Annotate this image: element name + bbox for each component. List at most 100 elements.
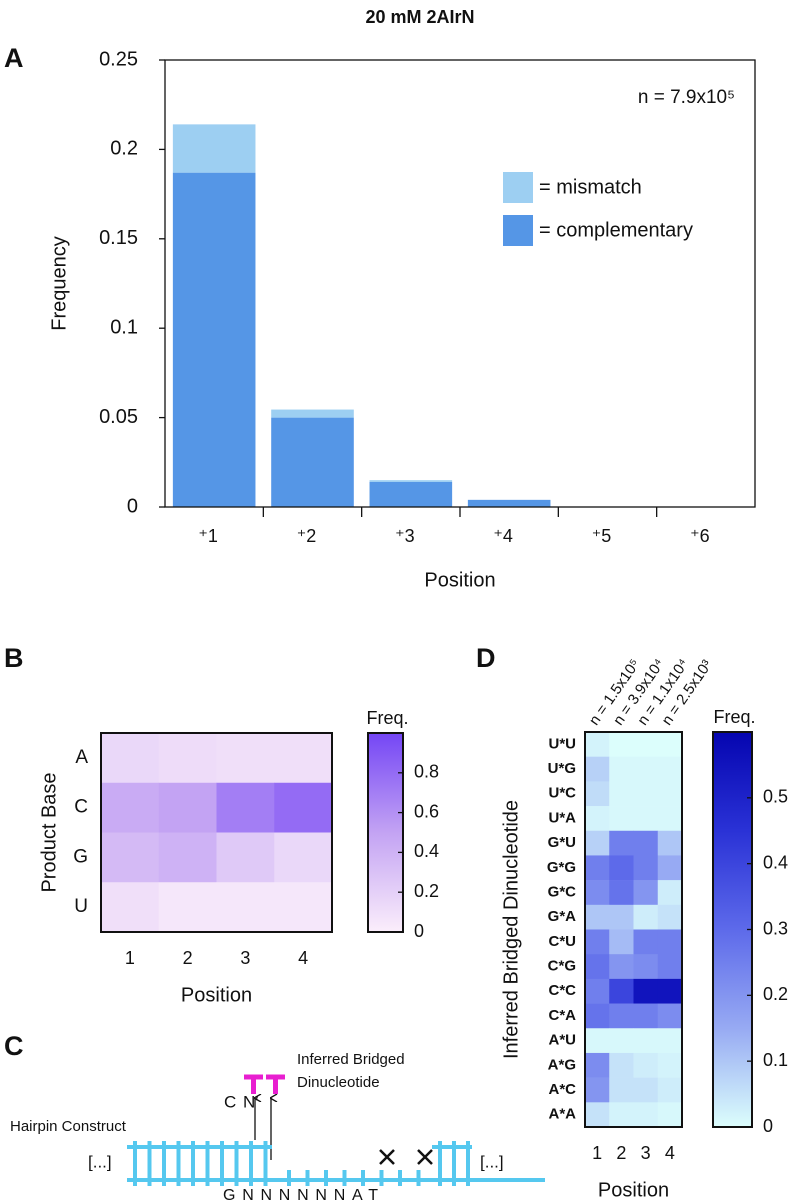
sequence: GNNNNNNAT: [223, 1187, 378, 1204]
base-label: C: [224, 1092, 236, 1111]
heatmap-cell: [657, 732, 683, 757]
heatmap-cell: [633, 756, 659, 782]
heatmap-cell: [609, 904, 634, 930]
heatmap-cell: [633, 880, 659, 906]
colorbar-tick-label: 0: [763, 1116, 773, 1136]
row-label: U*C: [548, 785, 576, 802]
row-label: G*G: [547, 859, 576, 876]
heatmap-cell: [216, 832, 275, 883]
row-label: G*A: [548, 908, 577, 925]
x-tick-label: 2: [183, 948, 193, 968]
heatmap-cell: [585, 855, 610, 881]
y-axis-label: Inferred Bridged Dinucleotide: [500, 800, 522, 1059]
inferred-label: Inferred Bridged: [297, 1051, 405, 1068]
heatmap-cell: [633, 830, 659, 856]
heatmap-cell: [609, 855, 634, 881]
heatmap-frame: [584, 731, 683, 1128]
row-label: A: [75, 747, 88, 768]
heatmap-cell: [633, 1077, 659, 1103]
colorbar: [712, 731, 753, 1128]
heatmap-cell: [101, 832, 160, 883]
heatmap-cell: [633, 781, 659, 807]
heatmap-cell: [585, 1052, 610, 1078]
row-label: C*U: [548, 933, 576, 950]
y-tick-label: 0.2: [110, 138, 138, 160]
x-tick-label: 3: [240, 948, 250, 968]
x-axis-label: Position: [598, 1179, 669, 1201]
x-tick-label: ⁺5: [592, 526, 612, 546]
heatmap-cell: [274, 832, 333, 883]
heatmap-cell: [657, 1077, 683, 1103]
colorbar-label: Freq.: [366, 708, 408, 728]
heatmap-cell: [101, 782, 160, 833]
x-tick-label: ⁺6: [690, 526, 710, 546]
bar-segment: [467, 499, 551, 507]
colorbar-tick-label: 0.3: [763, 918, 788, 938]
heatmap-cell: [657, 904, 683, 930]
y-tick-label: 0.05: [99, 406, 138, 428]
heatmap-cell: [657, 830, 683, 856]
heatmap-frame: [100, 732, 333, 933]
y-tick-label: 0.25: [99, 48, 138, 70]
heatmap-cell: [657, 978, 683, 1004]
heatmap-cell: [585, 978, 610, 1004]
heatmap-cell: [585, 954, 610, 980]
row-label: U*A: [548, 809, 576, 826]
heatmap-cell: [216, 782, 275, 833]
bar-segment: [172, 124, 256, 173]
heatmap-cell: [657, 929, 683, 955]
colorbar-tick-label: 0.8: [414, 762, 439, 782]
heatmap-cell: [633, 806, 659, 832]
heatmap-cell: [633, 929, 659, 955]
heatmap-cell: [158, 882, 217, 933]
row-label: U: [74, 896, 88, 917]
ellipsis: [...]: [88, 1152, 112, 1171]
colorbar-tick-label: 0.5: [763, 787, 788, 807]
x-tick-label: ⁺3: [395, 526, 415, 546]
colorbar-tick-label: 0.1: [763, 1050, 788, 1070]
heatmap-cell: [585, 880, 610, 906]
heatmap-cell: [633, 954, 659, 980]
heatmap-cell: [609, 1028, 634, 1054]
heatmap-cell: [633, 1052, 659, 1078]
plot-frame: [164, 59, 756, 508]
heatmap-cell: [657, 806, 683, 832]
colorbar: [367, 732, 404, 933]
heatmap-cell: [101, 733, 160, 784]
bar-segment: [369, 480, 453, 482]
heatmap-cell: [609, 880, 634, 906]
heatmap-cell: [609, 830, 634, 856]
heatmap-cell: [585, 1102, 610, 1128]
heatmap-cell: [609, 806, 634, 832]
x-tick-label: 2: [616, 1143, 626, 1163]
ellipsis: [...]: [480, 1152, 504, 1171]
heatmap-cell: [216, 733, 275, 784]
heatmap-cell: [633, 978, 659, 1004]
heatmap-cell: [633, 1028, 659, 1054]
row-label: C: [74, 797, 88, 818]
heatmap-cell: [633, 1003, 659, 1029]
heatmap-cell: [609, 1003, 634, 1029]
heatmap-cell: [585, 1028, 610, 1054]
heatmap-cell: [585, 806, 610, 832]
heatmap-cell: [585, 732, 610, 757]
colorbar-tick-label: 0.2: [763, 984, 788, 1004]
panel-label: C: [4, 1031, 24, 1061]
heatmap-cell: [633, 904, 659, 930]
heatmap-cell: [657, 1052, 683, 1078]
colorbar-tick-label: 0.4: [414, 841, 439, 861]
x-tick-label: ⁺1: [198, 526, 218, 546]
annotation: n = 7.9x10⁵: [638, 87, 735, 108]
heatmap-cell: [274, 782, 333, 833]
legend-label: = complementary: [539, 219, 693, 241]
row-label: C*A: [548, 1007, 576, 1024]
x-axis-label: Position: [424, 569, 495, 591]
chart-title: 20 mM 2AIrN: [365, 7, 474, 27]
bar-segment: [172, 172, 256, 508]
heatmap-cell: [657, 1003, 683, 1029]
heatmap-cell: [657, 880, 683, 906]
x-tick-label: ⁺2: [297, 526, 317, 546]
heatmap-cell: [609, 978, 634, 1004]
row-label: U*U: [548, 735, 576, 752]
row-label: G: [73, 846, 88, 867]
